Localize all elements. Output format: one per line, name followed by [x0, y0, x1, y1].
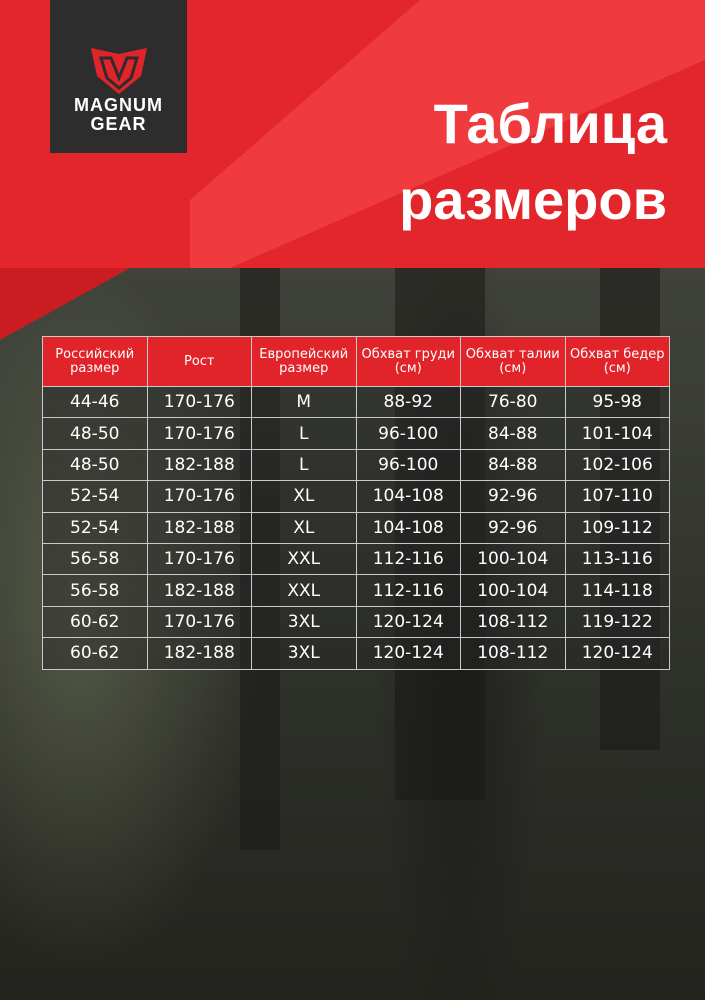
table-cell: 170-176	[146, 480, 252, 513]
table-cell: 170-176	[146, 417, 252, 450]
table-cell: 88-92	[355, 385, 461, 419]
brand-logo: MAGNUM GEAR	[50, 0, 187, 153]
table-cell: 170-176	[146, 605, 252, 639]
title-line2: размеров	[399, 168, 667, 231]
table-cell: 96-100	[355, 417, 461, 450]
table-cell: 120-124	[355, 605, 461, 639]
table-cell: 60-62	[42, 605, 148, 639]
table-cell: 96-100	[355, 448, 461, 482]
table-cell: M	[251, 385, 357, 419]
column-header: Обхват талии (см)	[460, 336, 566, 387]
table-cell: 107-110	[564, 480, 670, 513]
table-cell: 3XL	[251, 605, 357, 639]
brand-name-line1: MAGNUM	[74, 95, 163, 115]
table-cell: 48-50	[42, 417, 148, 450]
table-cell: 92-96	[460, 480, 566, 513]
table-cell: 84-88	[460, 448, 566, 482]
table-cell: 52-54	[42, 480, 148, 513]
table-cell: 104-108	[355, 511, 461, 544]
table-row: 52-54 182-188 XL 104-108 92-96 109-112	[42, 511, 670, 544]
table-row: 56-58 170-176 XXL 112-116 100-104 113-116	[42, 542, 670, 576]
table-cell: L	[251, 448, 357, 482]
table-cell: 182-188	[146, 637, 252, 670]
table-cell: 120-124	[564, 637, 670, 670]
table-cell: 3XL	[251, 637, 357, 670]
table-cell: 101-104	[564, 417, 670, 450]
table-row: 60-62 182-188 3XL 120-124 108-112 120-124	[42, 637, 670, 670]
table-cell: 84-88	[460, 417, 566, 450]
table-cell: XXL	[251, 574, 357, 607]
title-line1: Таблица	[433, 92, 667, 155]
table-cell: 100-104	[460, 574, 566, 607]
table-cell: 48-50	[42, 448, 148, 482]
table-cell: 182-188	[146, 574, 252, 607]
table-cell: XL	[251, 480, 357, 513]
table-row: 48-50 170-176 L 96-100 84-88 101-104	[42, 417, 670, 450]
size-table: Российский размер Рост Европейский размер О…	[42, 336, 670, 670]
table-cell: 114-118	[564, 574, 670, 607]
table-cell: 104-108	[355, 480, 461, 513]
shield-m-icon	[90, 48, 147, 94]
table-cell: L	[251, 417, 357, 450]
table-cell: 112-116	[355, 574, 461, 607]
table-row: 60-62 170-176 3XL 120-124 108-112 119-122	[42, 605, 670, 639]
table-cell: 56-58	[42, 574, 148, 607]
table-cell: 100-104	[460, 542, 566, 576]
table-cell: 119-122	[564, 605, 670, 639]
brand-name-line2: GEAR	[90, 114, 147, 134]
table-cell: 60-62	[42, 637, 148, 670]
table-cell: 95-98	[564, 385, 670, 419]
table-row: 44-46 170-176 M 88-92 76-80 95-98	[42, 385, 670, 419]
table-row: 56-58 182-188 XXL 112-116 100-104 114-118	[42, 574, 670, 607]
table-cell: 108-112	[460, 605, 566, 639]
column-header: Европейский размер	[251, 336, 357, 387]
table-cell: 108-112	[460, 637, 566, 670]
table-row: 48-50 182-188 L 96-100 84-88 102-106	[42, 448, 670, 482]
table-cell: 92-96	[460, 511, 566, 544]
table-cell: 120-124	[355, 637, 461, 670]
table-cell: XL	[251, 511, 357, 544]
table-cell: 76-80	[460, 385, 566, 419]
page-title: Таблица размеров	[399, 86, 667, 238]
table-cell: 170-176	[146, 385, 252, 419]
column-header: Российский размер	[42, 336, 148, 387]
table-cell: 44-46	[42, 385, 148, 419]
table-cell: 112-116	[355, 542, 461, 576]
table-cell: 182-188	[146, 448, 252, 482]
table-cell: 52-54	[42, 511, 148, 544]
table-cell: 102-106	[564, 448, 670, 482]
table-cell: 109-112	[564, 511, 670, 544]
column-header: Обхват бедер (см)	[564, 336, 670, 387]
table-cell: XXL	[251, 542, 357, 576]
column-header: Рост	[146, 336, 252, 387]
table-cell: 56-58	[42, 542, 148, 576]
table-cell: 170-176	[146, 542, 252, 576]
table-cell: 113-116	[564, 542, 670, 576]
table-row: 52-54 170-176 XL 104-108 92-96 107-110	[42, 480, 670, 513]
table-header-row: Российский размер Рост Европейский размер О…	[42, 336, 670, 387]
table-cell: 182-188	[146, 511, 252, 544]
column-header: Обхват груди (см)	[355, 336, 461, 387]
